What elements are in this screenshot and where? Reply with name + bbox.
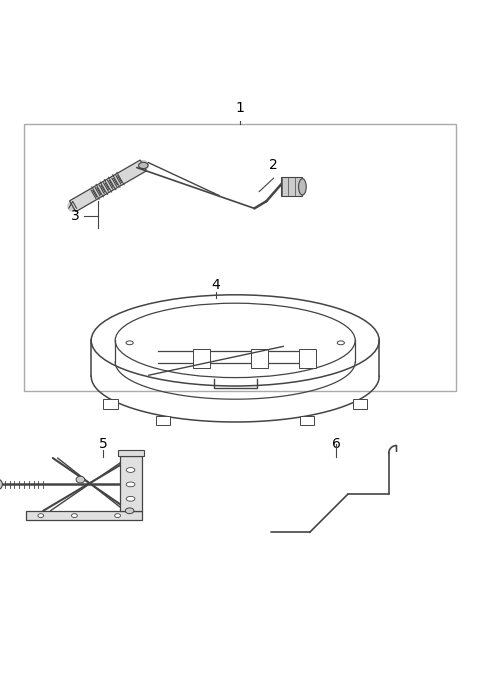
Ellipse shape xyxy=(91,295,379,386)
Text: 5: 5 xyxy=(99,437,108,451)
Bar xyxy=(26,511,142,520)
Text: 3: 3 xyxy=(71,209,79,223)
Ellipse shape xyxy=(0,479,2,490)
Bar xyxy=(118,450,144,456)
Bar xyxy=(251,349,268,368)
Bar xyxy=(353,399,367,409)
Ellipse shape xyxy=(72,514,77,517)
Ellipse shape xyxy=(126,341,133,344)
Bar xyxy=(299,349,316,368)
Polygon shape xyxy=(70,160,146,211)
Bar xyxy=(281,177,302,197)
Ellipse shape xyxy=(115,514,120,517)
Ellipse shape xyxy=(115,303,355,377)
Ellipse shape xyxy=(139,162,148,169)
Ellipse shape xyxy=(126,468,135,472)
Bar xyxy=(300,416,314,426)
Ellipse shape xyxy=(125,508,134,514)
Bar xyxy=(103,399,118,409)
Text: 1: 1 xyxy=(236,101,244,115)
Ellipse shape xyxy=(126,496,135,501)
Text: 6: 6 xyxy=(332,437,340,451)
Bar xyxy=(193,349,210,368)
Ellipse shape xyxy=(76,476,84,483)
Ellipse shape xyxy=(126,482,135,486)
Text: 4: 4 xyxy=(212,279,220,293)
Bar xyxy=(156,416,170,426)
Bar xyxy=(120,456,142,511)
Text: 2: 2 xyxy=(269,158,278,172)
Ellipse shape xyxy=(299,178,306,195)
Bar xyxy=(24,125,456,391)
Ellipse shape xyxy=(38,514,44,517)
Ellipse shape xyxy=(337,341,344,344)
